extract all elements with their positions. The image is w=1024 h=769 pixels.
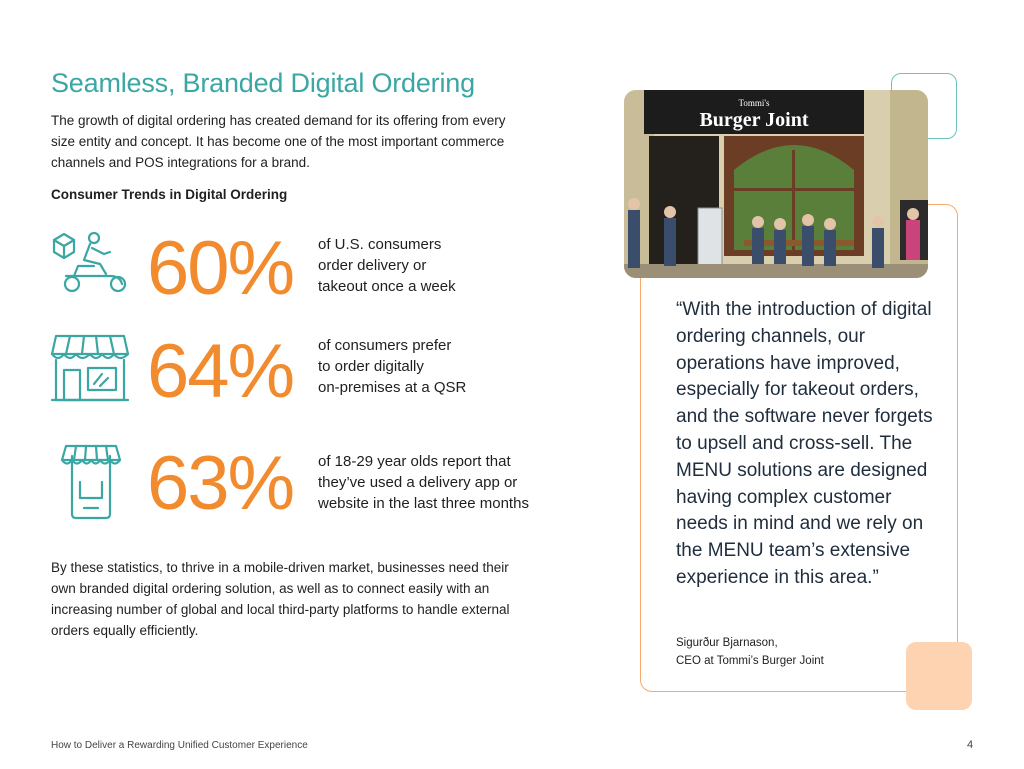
page-number: 4 (967, 739, 974, 751)
storefront-icon (50, 332, 130, 404)
stat-value: 63% (147, 441, 295, 526)
sign-small-text: Tommi's (739, 98, 770, 108)
mobile-store-icon (58, 444, 124, 520)
stat-line: of consumers prefer (318, 337, 452, 354)
stat-value: 64% (147, 329, 295, 414)
author-name: Sigurður Bjarnason, (676, 637, 778, 649)
stat-line: of 18-29 year olds report that (318, 453, 511, 470)
author-title: CEO at Tommi’s Burger Joint (676, 655, 824, 667)
stat-line: of U.S. consumers (318, 236, 442, 253)
stat-description: of consumers prefer to order digitally o… (318, 335, 466, 398)
decorative-peach-box (906, 642, 972, 710)
stat-line: order delivery or (318, 257, 427, 274)
footer-title: How to Deliver a Rewarding Unified Custo… (51, 740, 308, 751)
trends-heading: Consumer Trends in Digital Ordering (51, 187, 288, 202)
page-title: Seamless, Branded Digital Ordering (51, 68, 475, 98)
intro-paragraph: The growth of digital ordering has creat… (51, 113, 506, 170)
stat-description: of U.S. consumers order delivery or take… (318, 234, 456, 297)
stat-value: 60% (147, 226, 295, 311)
stat-line: on-premises at a QSR (318, 379, 467, 396)
stat-line: takeout once a week (318, 278, 456, 295)
stat-description: of 18-29 year olds report that they’ve u… (318, 451, 529, 514)
delivery-scooter-icon (50, 230, 130, 294)
restaurant-photo: Tommi's Burger Joint (624, 90, 928, 278)
stat-line: they’ve used a delivery app or (318, 474, 518, 491)
conclusion-paragraph: By these statistics, to thrive in a mobi… (51, 560, 510, 638)
stat-line: to order digitally (318, 358, 424, 375)
stat-line: website in the last three months (318, 495, 529, 512)
testimonial-quote: “With the introduction of digital orderi… (676, 299, 933, 588)
sign-large-text: Burger Joint (699, 109, 808, 131)
